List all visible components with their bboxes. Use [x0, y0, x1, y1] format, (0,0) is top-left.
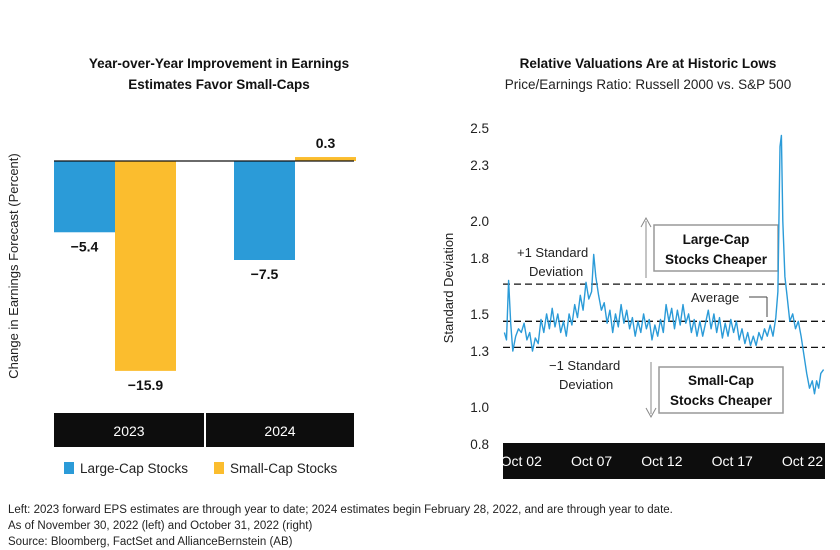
plus-sd-label-line-2: Deviation [529, 264, 583, 279]
value-label-small-cap-stocks2023: −15.9 [128, 377, 164, 393]
right-chart-title: Relative Valuations Are at Historic Lows [520, 56, 777, 71]
left-chart-value-labels: −5.4 −7.5 −15.9 0.3 [71, 135, 336, 393]
bar-small-cap-stocks2024 [295, 157, 356, 161]
right-chart-subtitle: Price/Earnings Ratio: Russell 2000 vs. S… [505, 77, 791, 92]
left-chart-legend: Large-Cap Stocks Small-Cap Stocks [64, 461, 338, 476]
category-label-2023: 2023 [113, 423, 144, 439]
left-chart-title-line-2: Estimates Favor Small-Caps [128, 77, 310, 92]
legend-swatch-large-cap [64, 462, 74, 474]
right-chart-x-ticks: Oct 02 Oct 07 Oct 12 Oct 17 Oct 22 [501, 453, 824, 469]
small-cap-cheaper-line-1: Small-Cap [688, 373, 754, 388]
y-tick-label: 2.0 [470, 214, 489, 229]
category-band-2024 [206, 413, 354, 447]
y-tick-label: 0.8 [470, 437, 489, 452]
y-tick-label: 2.3 [470, 158, 489, 173]
x-tick-label: Oct 22 [782, 453, 823, 469]
average-label: Average [691, 290, 739, 305]
legend-label-small-cap: Small-Cap Stocks [230, 461, 338, 476]
plus-sd-label-line-1: +1 Standard [517, 245, 588, 260]
x-tick-label: Oct 02 [501, 453, 542, 469]
y-tick-label: 2.5 [470, 121, 489, 136]
bar-small-cap-stocks2023 [115, 161, 176, 371]
charts-canvas: Year-over-Year Improvement in Earnings E… [6, 56, 825, 479]
y-tick-label: 1.3 [470, 344, 489, 359]
category-band-2023 [54, 413, 204, 447]
footnotes: Left: 2023 forward EPS estimates are thr… [8, 502, 828, 550]
large-cap-cheaper-line-1: Large-Cap [683, 232, 750, 247]
left-chart: Year-over-Year Improvement in Earnings E… [6, 56, 356, 476]
right-chart: Relative Valuations Are at Historic Lows… [441, 56, 825, 479]
legend-label-large-cap: Large-Cap Stocks [80, 461, 188, 476]
left-chart-ylabel: Change in Earnings Forecast (Percent) [6, 153, 21, 378]
x-tick-label: Oct 12 [641, 453, 682, 469]
value-label-large-cap-stocks2023: −5.4 [71, 238, 99, 254]
y-tick-label: 1.0 [470, 400, 489, 415]
footnote-line-3: Source: Bloomberg, FactSet and AllianceB… [8, 536, 293, 548]
x-tick-label: Oct 17 [712, 453, 753, 469]
bar-large-cap-stocks2024 [234, 161, 295, 260]
left-chart-bars [54, 157, 356, 371]
large-cap-arrow-head [640, 216, 652, 228]
small-cap-cheaper-box [658, 366, 784, 414]
minus-sd-label-line-2: Deviation [559, 377, 613, 392]
value-label-large-cap-stocks2024: −7.5 [251, 266, 279, 282]
minus-sd-label-line-1: −1 Standard [549, 358, 620, 373]
left-chart-title-line-1: Year-over-Year Improvement in Earnings [89, 56, 349, 71]
right-chart-y-ticks: 2.5 2.3 2.0 1.8 1.5 1.3 1.0 0.8 [470, 121, 489, 452]
y-tick-label: 1.8 [470, 251, 489, 266]
value-label-small-cap-stocks2024: 0.3 [316, 135, 336, 151]
x-tick-label: Oct 07 [571, 453, 612, 469]
legend-swatch-small-cap [214, 462, 224, 474]
category-label-2024: 2024 [264, 423, 295, 439]
right-chart-x-axis-band [503, 443, 825, 479]
large-cap-cheaper-line-2: Stocks Cheaper [665, 252, 768, 267]
small-cap-arrow-head [645, 407, 657, 419]
bar-large-cap-stocks2023 [54, 161, 115, 233]
y-tick-label: 1.5 [470, 307, 489, 322]
small-cap-cheaper-line-2: Stocks Cheaper [670, 393, 773, 408]
large-cap-cheaper-box [653, 224, 779, 272]
footnote-line-2: As of November 30, 2022 (left) and Octob… [8, 520, 313, 532]
right-chart-ylabel: Standard Deviation [441, 233, 456, 344]
series-line-pe-ratio [503, 134, 825, 395]
footnote-line-1: Left: 2023 forward EPS estimates are thr… [8, 504, 673, 516]
